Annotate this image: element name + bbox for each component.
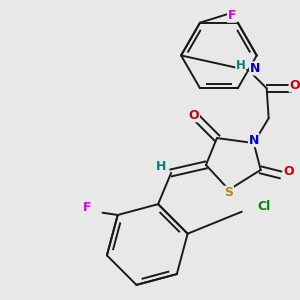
Text: F: F — [83, 201, 92, 214]
Text: O: O — [289, 79, 300, 92]
Text: O: O — [283, 165, 294, 178]
Text: N: N — [250, 62, 260, 75]
Text: F: F — [228, 9, 236, 22]
Text: O: O — [189, 109, 199, 122]
Text: Cl: Cl — [257, 200, 270, 213]
Text: H: H — [236, 59, 246, 72]
Text: N: N — [249, 134, 259, 146]
Text: H: H — [156, 160, 166, 173]
Text: S: S — [224, 186, 233, 199]
